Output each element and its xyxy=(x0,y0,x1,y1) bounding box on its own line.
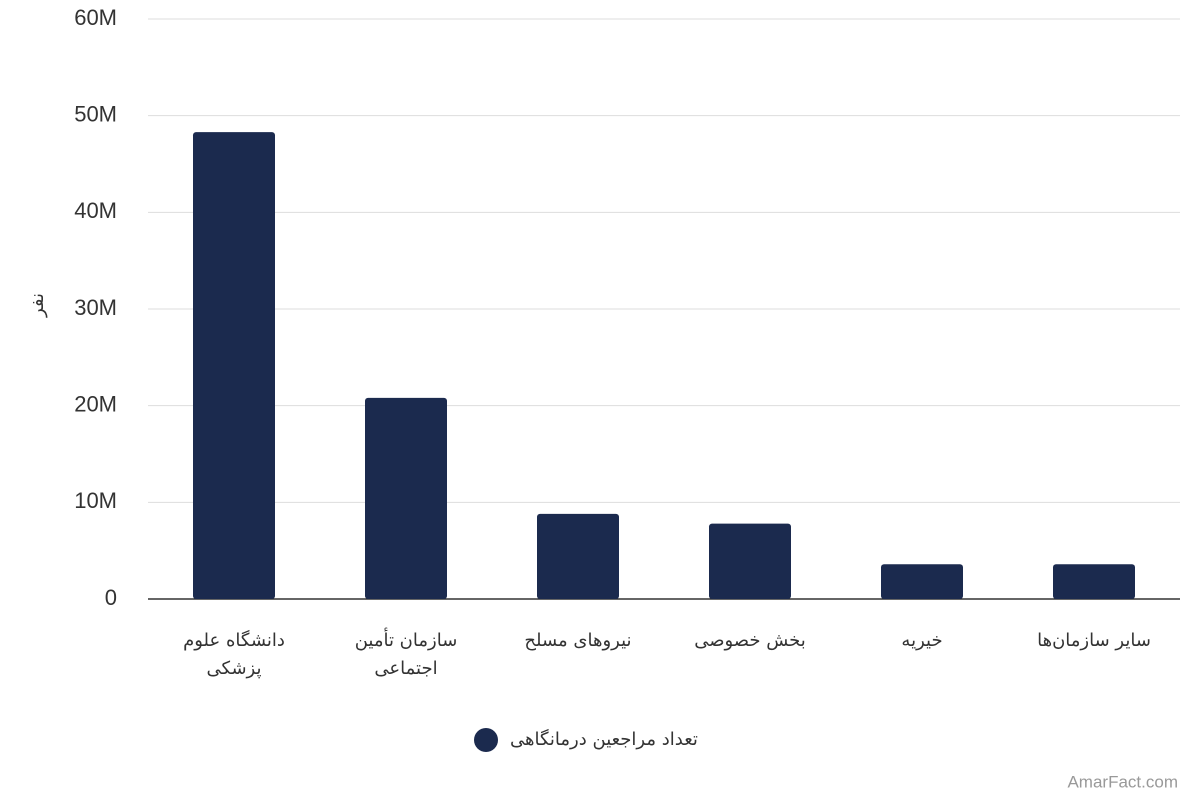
bar xyxy=(193,132,275,599)
legend-label: تعداد مراجعین درمانگاهی xyxy=(510,728,698,750)
bar xyxy=(881,564,963,599)
bar xyxy=(365,397,447,599)
x-tick-label: سازمان تأمین اجتماعی xyxy=(354,630,458,679)
x-tick-label: نیروهای مسلح xyxy=(524,630,632,651)
y-axis-label: نفر xyxy=(27,293,48,318)
y-tick-label: 40M xyxy=(74,198,117,223)
y-tick-label: 10M xyxy=(74,488,117,513)
bar xyxy=(537,513,619,599)
bar xyxy=(709,523,791,599)
y-tick-label: 20M xyxy=(74,391,117,416)
y-tick-label: 50M xyxy=(74,101,117,126)
y-tick-label: 60M xyxy=(74,5,117,30)
x-tick-label: دانشگاه علوم پزشکی xyxy=(183,630,285,679)
bar xyxy=(1053,564,1135,599)
y-tick-label: 0 xyxy=(105,585,117,610)
x-tick-label: بخش خصوصی xyxy=(694,630,806,651)
x-tick-label: خیریه xyxy=(901,630,943,651)
watermark: AmarFact.com xyxy=(1067,772,1178,791)
y-tick-label: 30M xyxy=(74,295,117,320)
x-tick-label: سایر سازمان‌ها xyxy=(1037,630,1151,651)
legend-marker xyxy=(474,728,498,752)
